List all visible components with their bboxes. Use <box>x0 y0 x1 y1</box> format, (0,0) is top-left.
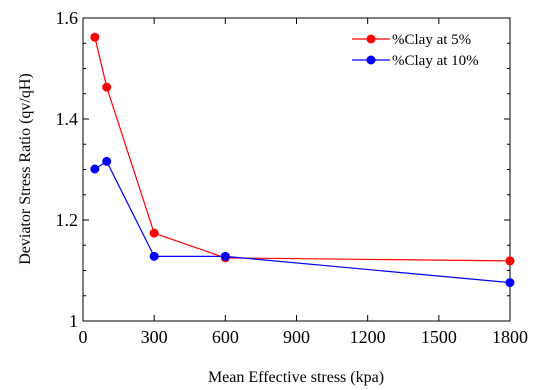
legend-marker-1 <box>366 34 376 44</box>
series-layer <box>90 32 515 288</box>
data-point-series-1 <box>505 256 515 266</box>
legend-label-2: %Clay at 10% <box>392 53 479 69</box>
data-point-series-2 <box>505 278 515 288</box>
x-axis-label: Mean Effective stress (kpa) <box>208 369 384 386</box>
series-line-2 <box>94 160 511 284</box>
data-point-series-2 <box>102 156 112 166</box>
y-tick-label: 1 <box>69 311 78 331</box>
y-axis-label: Deviator Stress Ratio (qv/qH) <box>17 73 34 265</box>
x-axis: 0 300 600 900 1200 1500 1800 <box>79 18 528 347</box>
x-tick-label: 300 <box>141 327 168 347</box>
x-tick-label: 1200 <box>350 327 386 347</box>
legend-marker-2 <box>366 55 376 65</box>
y-tick-label: 1.6 <box>56 8 79 28</box>
data-point-series-2 <box>149 251 159 261</box>
data-point-series-2 <box>220 251 230 261</box>
y-tick-label: 1.4 <box>56 109 79 129</box>
x-tick-label: 1500 <box>421 327 457 347</box>
x-tick-label: 0 <box>79 327 88 347</box>
y-tick-label: 1.2 <box>56 210 79 230</box>
y-axis: 1 1.2 1.4 1.6 <box>56 8 510 331</box>
x-tick-label: 1800 <box>492 327 528 347</box>
data-point-series-1 <box>102 82 112 92</box>
legend-label-1: %Clay at 5% <box>392 32 471 48</box>
legend: %Clay at 5% %Clay at 10% <box>352 32 479 69</box>
data-point-series-2 <box>90 164 100 174</box>
data-point-series-1 <box>90 32 100 42</box>
x-tick-label: 600 <box>212 327 239 347</box>
data-point-series-1 <box>149 228 159 238</box>
x-tick-label: 900 <box>283 327 310 347</box>
series-line-1 <box>94 37 511 262</box>
